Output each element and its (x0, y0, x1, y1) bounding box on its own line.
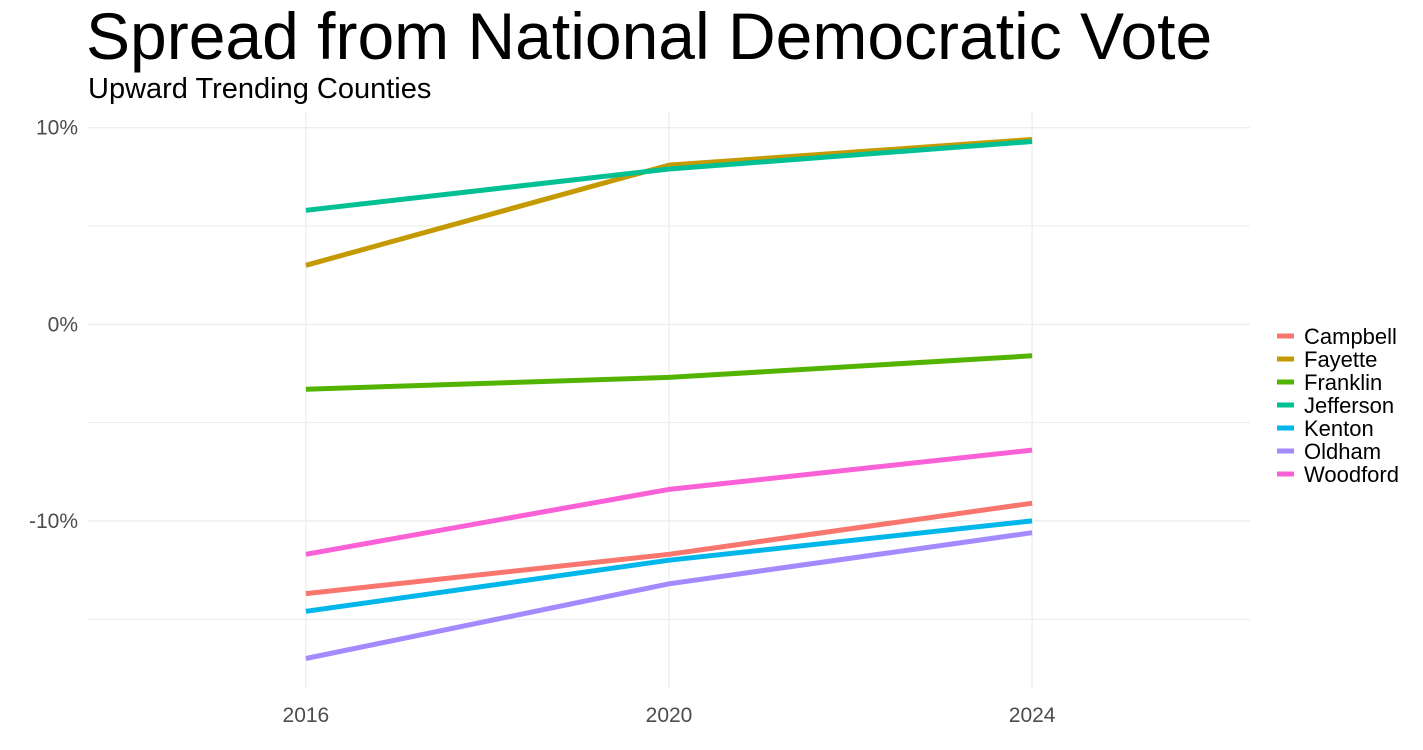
y-tick-label: 10% (36, 117, 78, 140)
legend-label-franklin: Franklin (1304, 370, 1382, 395)
y-tick-label: 0% (48, 313, 78, 336)
legend-label-jefferson: Jefferson (1304, 393, 1394, 418)
series-line-fayette (305, 137, 1033, 268)
series-line-kenton (305, 518, 1033, 614)
series-line-franklin (305, 353, 1033, 392)
series-line-oldham (305, 530, 1033, 661)
y-axis: 10% 0% -10% (29, 117, 78, 533)
legend-label-woodford: Woodford (1304, 462, 1399, 487)
x-axis: 2016 2020 2024 (283, 704, 1056, 727)
x-tick-label: 2016 (283, 704, 330, 727)
chart-subtitle: Upward Trending Counties (88, 73, 432, 105)
legend-label-kenton: Kenton (1304, 416, 1374, 441)
chart-title: Spread from National Democratic Vote (86, 0, 1213, 73)
legend-label-campbell: Campbell (1304, 324, 1397, 349)
x-tick-label: 2024 (1009, 704, 1056, 727)
series-lines (305, 137, 1033, 661)
legend-label-oldham: Oldham (1304, 439, 1381, 464)
series-line-campbell (305, 500, 1033, 597)
series-line-woodford (305, 447, 1033, 557)
x-tick-label: 2020 (646, 704, 693, 727)
legend-label-fayette: Fayette (1304, 347, 1377, 372)
legend: CampbellFayetteFranklinJeffersonKentonOl… (1277, 324, 1399, 487)
major-gridlines (88, 112, 1250, 688)
y-tick-label: -10% (29, 510, 78, 533)
series-line-jefferson (305, 139, 1033, 213)
